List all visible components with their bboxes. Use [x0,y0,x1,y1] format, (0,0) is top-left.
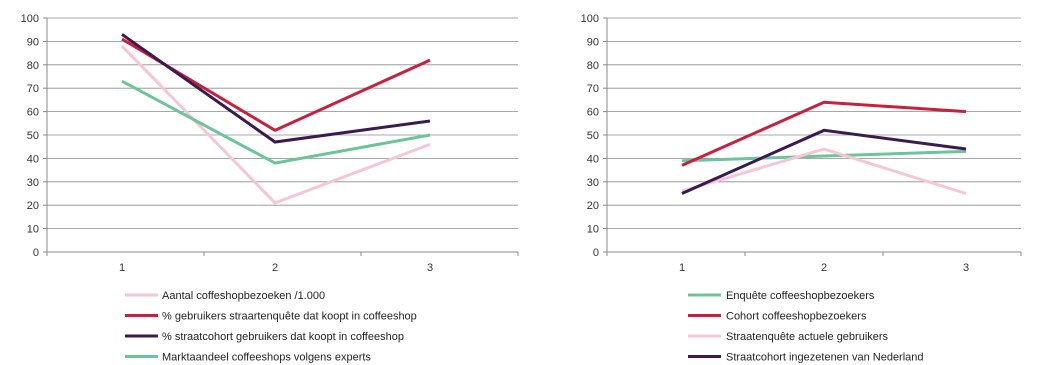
y-tick-label: 70 [587,83,599,95]
series-line-2 [681,100,967,167]
series-line-2 [121,37,431,133]
x-tick-label: 1 [119,262,125,274]
y-tick-label: 40 [27,153,39,165]
y-tick-label: 50 [587,130,599,142]
x-tick-label: 2 [272,262,278,274]
y-tick-label: 50 [27,130,39,142]
series-line-1 [120,45,431,205]
series-line-4 [681,128,967,195]
y-tick-label: 10 [27,224,39,236]
y-tick-label: 40 [587,153,599,165]
x-tick-label: 3 [963,262,969,274]
x-tick-label: 3 [427,262,433,274]
y-tick-label: 30 [587,177,599,189]
legend-label-2: % gebruikers straartenquête dat koopt in… [162,311,417,323]
legend-label-1: Enquête coffeeshopbezoekers [726,290,875,302]
y-tick-label: 30 [27,177,39,189]
y-tick-label: 70 [27,83,39,95]
legend-label-3: % straatcohort gebruikers dat koopt in c… [162,331,404,343]
legend-label-1: Aantal coffeshopbezoeken /1.000 [162,290,325,302]
y-tick-label: 60 [27,107,39,119]
legend-label-4: Straatcohort ingezetenen van Nederland [726,352,924,364]
y-tick-label: 10 [587,224,599,236]
series-line-1 [681,149,967,163]
y-tick-label: 90 [587,36,599,48]
chart-right: 0 10 20 30 40 50 60 70 80 90 100 1 2 3 Enquête coffees… [581,13,1022,364]
y-tick-label: 90 [27,36,39,48]
legend-label-2: Cohort coffeeshopbezoekers [726,311,867,323]
y-tick-label: 100 [581,13,599,25]
chart-left: 0 10 20 30 40 50 60 70 80 90 100 1 2 3 Aantal coffesho… [21,13,519,364]
series-line-4 [121,79,431,165]
y-tick-label: 100 [21,13,39,25]
legend-label-4: Marktaandeel coffeeshops volgens experts [162,352,371,364]
series-line-3 [681,147,967,195]
y-tick-label: 80 [27,60,39,72]
legend-label-3: Straatenquête actuele gebruikers [726,331,889,343]
x-tick-label: 2 [821,262,827,274]
y-tick-label: 20 [27,200,39,212]
x-tick-label: 1 [679,262,685,274]
y-tick-label: 80 [587,60,599,72]
y-tick-label: 0 [593,247,599,259]
series-line-3 [121,33,431,144]
y-tick-label: 20 [587,200,599,212]
y-tick-label: 60 [587,107,599,119]
y-tick-label: 0 [33,247,39,259]
